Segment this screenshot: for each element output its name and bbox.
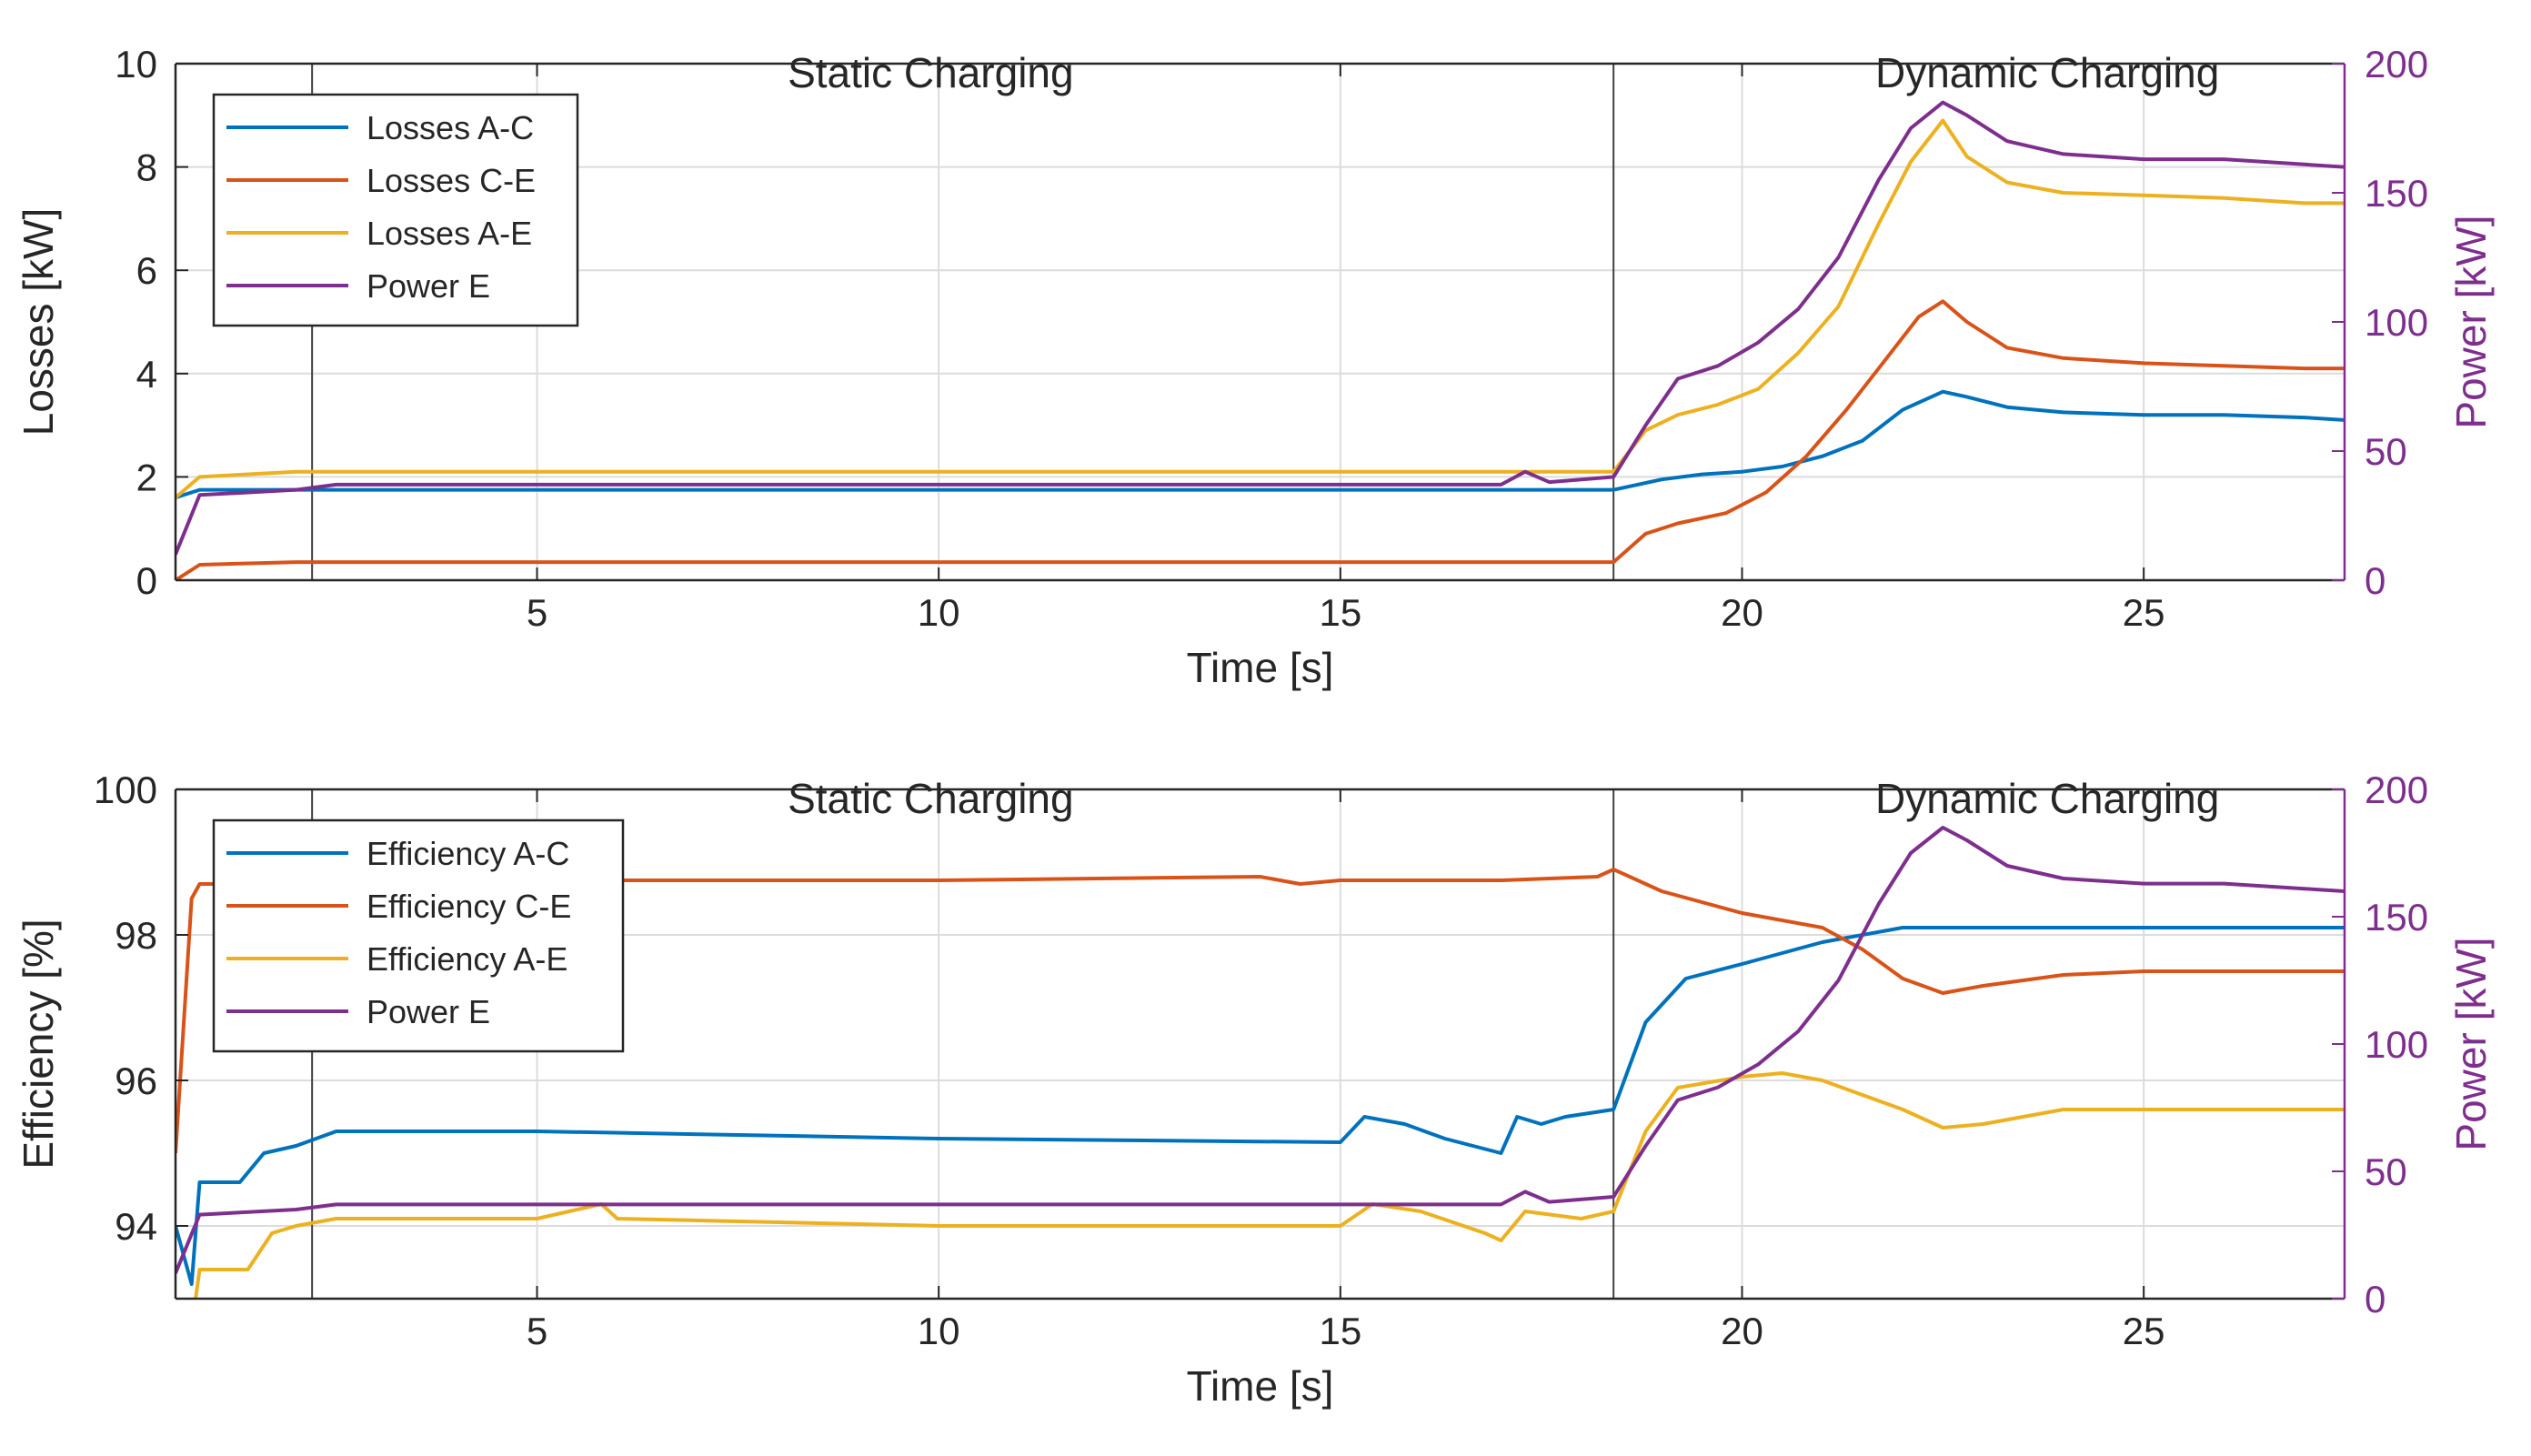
efficiency-x-axis-label: Time [s] [1187,1362,1334,1410]
y-tick-label: 98 [115,914,157,957]
y-tick-label-right: 50 [2365,430,2407,473]
efficiency-panel: 5 10 15 20 25 94 96 98 100 0 50 100 150 200 Time [s… [15,768,2495,1410]
y-tick-label-right: 200 [2365,768,2428,811]
y-tick-label: 94 [115,1205,157,1248]
losses-y-axis-label: Losses [kW] [15,208,62,437]
y-tick-label-right: 150 [2365,896,2428,939]
x-tick-label: 25 [2123,591,2165,634]
x-tick-label: 10 [918,1310,960,1352]
series-line-power-e [176,826,2345,1274]
losses-y-axis-label-right: Power [kW] [2447,215,2495,428]
losses-x-axis-label: Time [s] [1187,644,1334,691]
legend-label: Efficiency A-E [367,940,567,978]
x-tick-label: 5 [527,1310,547,1352]
legend-label: Power E [367,267,490,305]
series-line-losses-a-c [176,389,2345,500]
legend-label: Efficiency A-C [367,835,569,872]
series-group [176,100,2345,580]
y-tick-label: 10 [115,43,157,85]
losses-y-ticks-right: 0 50 100 150 200 [2332,43,2428,602]
legend-label: Losses A-C [367,109,534,146]
series-line-efficiency-a-e [176,1071,2345,1299]
x-tick-label: 15 [1319,591,1361,634]
legend-label: Efficiency C-E [367,888,571,925]
legend-label: Power E [367,993,490,1030]
legend-label: Losses C-E [367,162,536,199]
x-tick-label: 20 [1721,1310,1763,1352]
y-tick-label-right: 0 [2365,559,2385,602]
efficiency-x-ticks: 5 10 15 20 25 [527,789,2165,1352]
series-line-efficiency-a-c [176,926,2345,1286]
losses-legend: Losses A-C Losses C-E Losses A-E Power E [212,93,579,327]
legend-label: Losses A-E [367,215,532,252]
x-tick-label: 5 [527,591,547,634]
y-tick-label-right: 100 [2365,1023,2428,1066]
static-charging-label: Static Charging [788,49,1074,96]
series-line-power-e [176,100,2345,556]
x-tick-label: 15 [1319,1310,1361,1352]
y-tick-label: 0 [136,559,157,602]
y-tick-label-right: 50 [2365,1150,2407,1193]
x-tick-label: 10 [918,591,960,634]
y-tick-label: 8 [136,146,157,189]
y-tick-label: 2 [136,456,157,498]
dynamic-charging-label: Dynamic Charging [1875,49,2219,96]
y-tick-label: 6 [136,249,157,292]
losses-x-ticks: 5 10 15 20 25 [527,64,2165,634]
dynamic-charging-label: Dynamic Charging [1875,775,2219,822]
efficiency-y-axis-label: Efficiency [%] [15,919,62,1169]
y-tick-label-right: 200 [2365,43,2428,85]
y-tick-label: 96 [115,1059,157,1102]
efficiency-y-axis-label-right: Power [kW] [2447,937,2495,1150]
losses-y-ticks: 0 2 4 6 8 10 [115,43,188,602]
static-charging-label: Static Charging [788,775,1074,822]
efficiency-legend: Efficiency A-C Efficiency C-E Efficiency A… [212,818,625,1053]
y-tick-label-right: 150 [2365,172,2428,215]
series-line-losses-a-e [176,118,2345,499]
y-tick-label-right: 0 [2365,1278,2385,1320]
y-tick-label: 4 [136,353,157,396]
x-tick-label: 20 [1721,591,1763,634]
efficiency-y-ticks: 94 96 98 100 [94,768,188,1248]
losses-series [176,100,2345,580]
y-tick-label: 100 [94,768,157,811]
efficiency-y-ticks-right: 0 50 100 150 200 [2332,768,2428,1320]
y-tick-label-right: 100 [2365,301,2428,344]
series-line-losses-c-e [176,299,2345,580]
x-tick-label: 25 [2123,1310,2165,1352]
